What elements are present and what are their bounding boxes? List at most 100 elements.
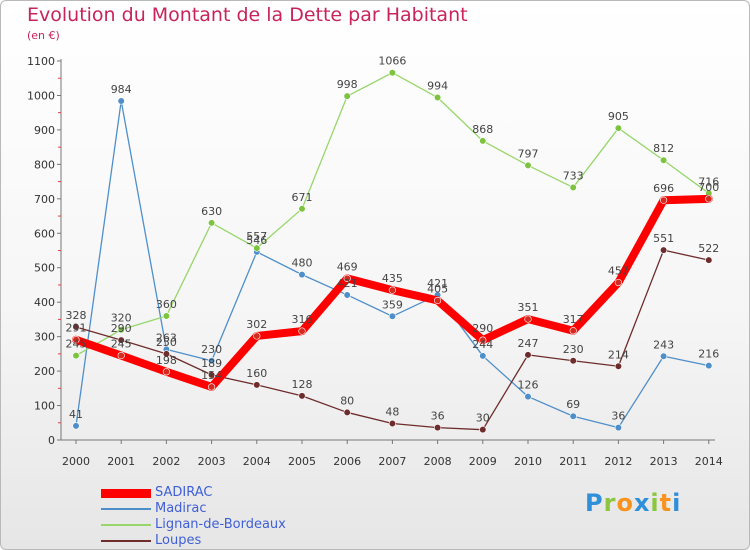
data-point bbox=[569, 412, 577, 420]
data-point bbox=[524, 392, 532, 401]
data-label: 302 bbox=[246, 318, 267, 331]
data-label: 263 bbox=[156, 331, 177, 344]
data-point bbox=[569, 183, 577, 192]
x-tick-label: 2007 bbox=[378, 455, 406, 468]
logo-letter: i bbox=[650, 489, 660, 517]
data-label: 994 bbox=[427, 80, 448, 93]
data-label: 243 bbox=[653, 338, 674, 351]
x-tick-label: 2003 bbox=[198, 455, 226, 468]
data-point bbox=[343, 92, 351, 100]
y-tick-label: 1100 bbox=[27, 55, 55, 68]
legend-label: Loupes bbox=[155, 533, 202, 548]
data-point bbox=[479, 426, 487, 434]
data-label: 291 bbox=[66, 322, 87, 335]
data-point bbox=[208, 219, 216, 227]
x-tick-label: 2013 bbox=[650, 455, 678, 468]
data-point bbox=[479, 336, 487, 344]
data-point bbox=[72, 323, 80, 331]
data-point bbox=[434, 296, 442, 305]
data-point bbox=[253, 244, 261, 252]
data-label: 80 bbox=[340, 394, 354, 407]
legend-label: SADIRAC bbox=[155, 485, 213, 500]
data-label: 328 bbox=[66, 309, 87, 322]
data-label: 320 bbox=[111, 312, 132, 325]
data-point bbox=[705, 361, 713, 370]
data-label: 1066 bbox=[378, 55, 406, 68]
legend-swatch bbox=[101, 524, 151, 526]
x-tick-label: 2002 bbox=[152, 455, 180, 468]
data-label: 69 bbox=[566, 398, 580, 411]
data-label: 160 bbox=[246, 367, 267, 380]
data-point bbox=[253, 332, 261, 340]
legend-item: Madirac bbox=[101, 501, 361, 517]
data-point bbox=[343, 291, 351, 299]
data-point bbox=[614, 423, 623, 432]
logo-letter: x bbox=[633, 489, 651, 517]
data-label: 868 bbox=[472, 123, 493, 136]
legend-swatch bbox=[101, 508, 151, 510]
data-point bbox=[434, 93, 442, 102]
proxiti-logo: Proxiti bbox=[585, 489, 681, 517]
data-label: 733 bbox=[563, 169, 584, 182]
data-label: 36 bbox=[431, 410, 445, 423]
chart-title: Evolution du Montant de la Dette par Hab… bbox=[27, 4, 468, 26]
logo-letter: t bbox=[659, 489, 673, 517]
data-label: 457 bbox=[608, 265, 629, 278]
data-label: 700 bbox=[698, 181, 719, 194]
data-label: 245 bbox=[66, 338, 87, 351]
data-point bbox=[298, 205, 306, 213]
data-label: 797 bbox=[518, 147, 539, 160]
data-label: 290 bbox=[111, 322, 132, 335]
data-point bbox=[343, 408, 351, 417]
data-point bbox=[388, 286, 397, 294]
data-label: 557 bbox=[246, 230, 267, 243]
data-point bbox=[208, 383, 216, 391]
data-label: 551 bbox=[653, 232, 674, 245]
y-tick-label: 100 bbox=[34, 400, 55, 413]
logo-letter: r bbox=[603, 489, 617, 517]
logo-letter: P bbox=[585, 489, 604, 517]
y-tick-label: 200 bbox=[34, 365, 55, 378]
data-point bbox=[479, 352, 487, 360]
x-tick-label: 2008 bbox=[424, 455, 452, 468]
data-label: 245 bbox=[111, 338, 132, 351]
data-label: 522 bbox=[698, 242, 719, 255]
y-tick-label: 400 bbox=[34, 296, 55, 309]
data-label: 126 bbox=[518, 379, 539, 392]
data-label: 154 bbox=[201, 369, 222, 382]
data-label: 696 bbox=[653, 182, 674, 195]
data-label: 216 bbox=[698, 348, 719, 361]
data-label: 359 bbox=[382, 298, 403, 311]
data-point bbox=[388, 69, 397, 77]
data-label: 630 bbox=[201, 205, 222, 218]
data-point bbox=[614, 278, 623, 287]
data-point bbox=[434, 423, 442, 432]
data-label: 546 bbox=[246, 234, 267, 247]
data-point bbox=[117, 97, 125, 105]
data-point bbox=[117, 326, 125, 334]
data-point bbox=[298, 271, 306, 279]
data-point bbox=[388, 419, 397, 428]
data-label: 230 bbox=[201, 343, 222, 356]
chart-legend: SADIRAC Madirac Lignan-de-Bordeaux Loupes bbox=[101, 485, 361, 549]
data-point bbox=[614, 362, 623, 370]
data-label: 290 bbox=[472, 322, 493, 335]
data-point bbox=[72, 351, 80, 360]
x-tick-label: 2001 bbox=[107, 455, 135, 468]
data-point bbox=[72, 336, 80, 344]
legend-swatch bbox=[101, 488, 151, 498]
x-tick-label: 2010 bbox=[514, 455, 542, 468]
y-tick-label: 500 bbox=[34, 262, 55, 275]
legend-label: Lignan-de-Bordeaux bbox=[155, 517, 286, 532]
data-label: 316 bbox=[292, 313, 313, 326]
data-point bbox=[705, 256, 713, 264]
x-tick-label: 2005 bbox=[288, 455, 316, 468]
data-point bbox=[343, 274, 351, 283]
data-label: 317 bbox=[563, 313, 584, 326]
logo-letter: i bbox=[672, 489, 682, 517]
legend-item: Lignan-de-Bordeaux bbox=[101, 517, 361, 533]
data-point bbox=[659, 352, 668, 360]
data-point bbox=[208, 371, 216, 379]
x-tick-label: 2014 bbox=[695, 455, 723, 468]
